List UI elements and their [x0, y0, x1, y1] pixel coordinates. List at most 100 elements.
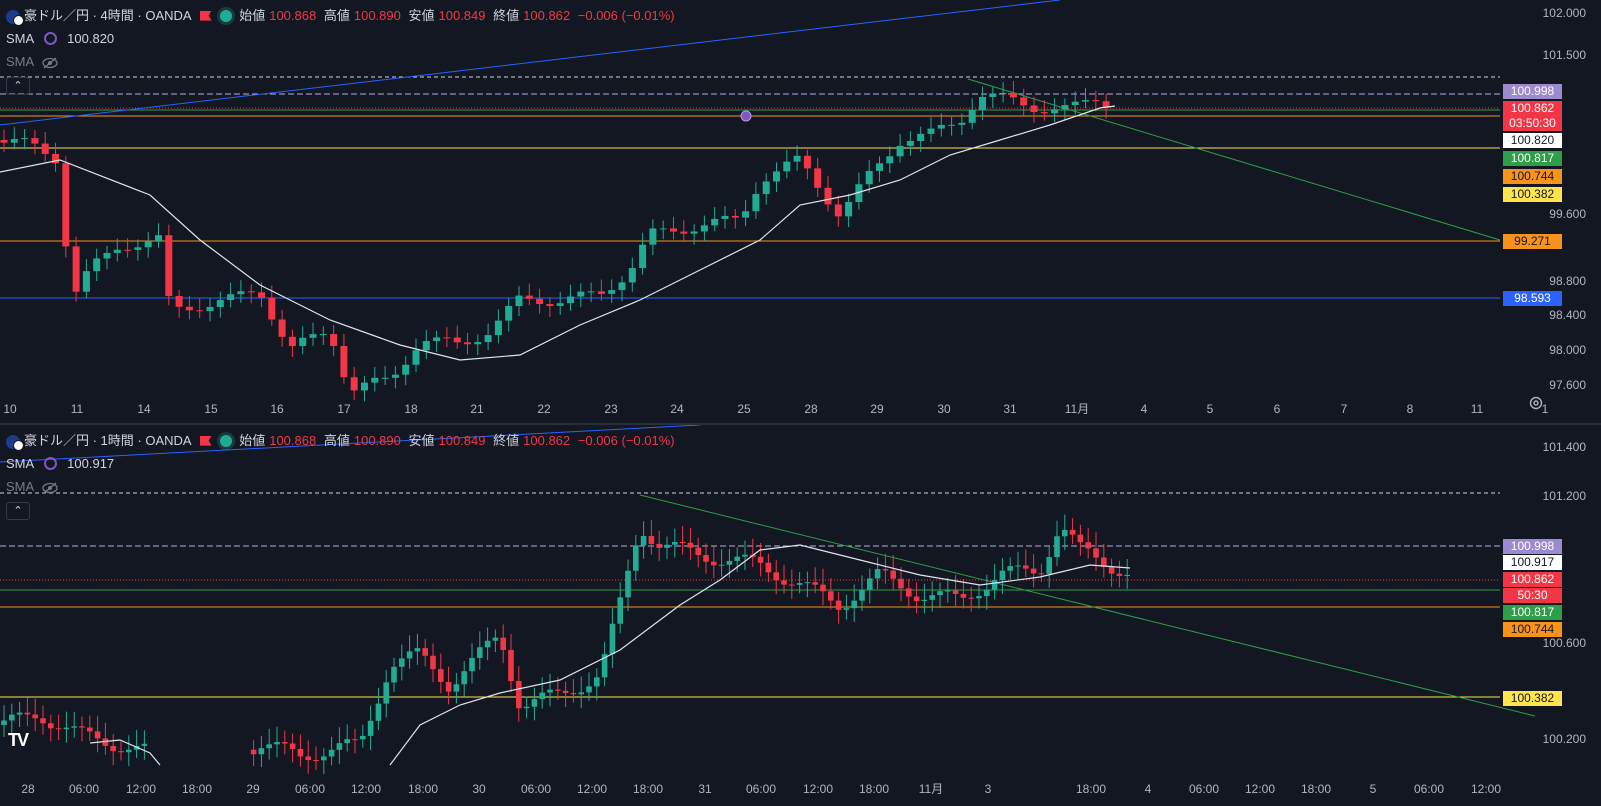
price-label: 100.998 — [1503, 84, 1562, 99]
x-axis-tick: 06:00 — [521, 782, 551, 796]
candle-body — [367, 720, 374, 736]
candle-body — [1093, 548, 1099, 558]
candle-body — [687, 542, 694, 548]
candle-body — [1061, 105, 1069, 110]
candle-body — [319, 334, 327, 336]
candle-body — [773, 572, 779, 581]
sma-value: 100.820 — [67, 31, 115, 46]
candle-body — [640, 536, 647, 546]
candle-body — [268, 297, 276, 320]
candle-body — [477, 647, 483, 658]
candle-body — [155, 235, 162, 242]
x-axis-tick: 16 — [270, 402, 284, 416]
candle-body — [313, 759, 319, 761]
x-axis-tick: 29 — [246, 782, 260, 796]
sma-indicator-2[interactable]: SMA — [6, 478, 679, 496]
candle-body — [1023, 565, 1029, 569]
chart-pane-1h[interactable]: 101.400 101.200 100.600 100.200 28 06:00 12:00… — [0, 425, 1601, 806]
y-axis-tick: 101.200 — [1543, 489, 1587, 503]
price-label: 98.593 — [1503, 291, 1562, 306]
candle-body — [890, 570, 896, 579]
candle-body — [820, 584, 826, 592]
candle-body — [113, 249, 121, 253]
candle-body — [258, 748, 265, 755]
candle-body — [175, 295, 183, 307]
candle-body — [1054, 536, 1060, 558]
candle-body — [1030, 105, 1038, 113]
candle-body — [586, 686, 592, 693]
x-axis-tick: 18:00 — [408, 782, 438, 796]
sma-circle-icon — [44, 32, 58, 46]
candle-body — [63, 727, 70, 730]
price-label: 100.744 — [1503, 169, 1562, 184]
candle-body — [578, 692, 584, 695]
symbol-title[interactable]: 豪ドル／円 · 4時間 · OANDA — [24, 8, 192, 23]
symbol-title[interactable]: 豪ドル／円 · 1時間 · OANDA — [24, 433, 192, 448]
chart-canvas-1h[interactable]: 101.400 101.200 100.600 100.200 28 06:00 12:00… — [0, 425, 1601, 806]
candle-body — [834, 204, 842, 217]
candle-body — [937, 124, 945, 129]
red-flag-icon[interactable] — [199, 10, 212, 21]
settings-gear-icon[interactable] — [1528, 395, 1544, 411]
eye-hidden-icon[interactable] — [42, 482, 58, 494]
candle-body — [102, 738, 109, 746]
candle-body — [803, 155, 811, 169]
candle-body — [16, 712, 23, 715]
candle-body — [21, 138, 29, 140]
candle-body — [1077, 534, 1084, 543]
candle-body — [845, 201, 853, 217]
collapse-legend-button[interactable]: ⌃ — [6, 77, 30, 95]
collapse-legend-button[interactable]: ⌃ — [6, 502, 30, 520]
candle-body — [391, 374, 399, 378]
candle-body — [266, 744, 272, 749]
x-axis-tick: 17 — [337, 402, 351, 416]
pane-divider[interactable] — [0, 423, 1601, 425]
sma-label: SMA — [6, 31, 35, 46]
tradingview-logo[interactable]: TV — [8, 730, 29, 750]
candle-body — [430, 655, 436, 670]
candle-body — [103, 252, 111, 259]
candle-body — [422, 648, 428, 656]
candle-body — [297, 748, 304, 757]
trendline-blue — [0, 0, 1061, 126]
x-axis-tick: 3 — [985, 782, 992, 796]
candle-body — [757, 556, 764, 563]
candle-body — [453, 684, 460, 692]
x-axis-tick: 06:00 — [69, 782, 99, 796]
x-axis-tick: 06:00 — [295, 782, 325, 796]
candle-body — [227, 294, 235, 301]
candle-body — [141, 743, 148, 746]
candle-body — [412, 350, 420, 365]
candle-body — [680, 231, 688, 234]
candle-body — [921, 599, 928, 602]
candle-body — [340, 345, 348, 378]
sma-indicator-2[interactable]: SMA — [6, 53, 679, 71]
sma-label: SMA — [6, 479, 35, 494]
candle-body — [383, 682, 389, 704]
candle-body — [835, 600, 842, 610]
candle-body — [1009, 92, 1017, 98]
sma-indicator-1[interactable]: SMA 100.820 — [6, 30, 679, 48]
candle-body — [1062, 529, 1068, 537]
x-axis-tick: 23 — [604, 402, 618, 416]
candle-body — [531, 699, 538, 707]
x-axis-tick: 06:00 — [746, 782, 776, 796]
candle-body — [648, 536, 655, 544]
candle-body — [876, 163, 883, 171]
sma-line — [389, 544, 1131, 766]
candle-body — [438, 669, 444, 682]
candle-body — [804, 582, 811, 584]
candle-body — [628, 268, 636, 283]
eye-hidden-icon[interactable] — [42, 57, 58, 69]
sma-indicator-1[interactable]: SMA 100.917 — [6, 455, 679, 473]
price-label: 99.271 — [1503, 234, 1562, 249]
candle-body — [1108, 566, 1115, 574]
x-axis-tick: 11月 — [919, 782, 943, 796]
aud-flag-icon — [6, 9, 24, 26]
chart-pane-4h[interactable]: 102.000 101.500 99.600 98.800 98.400 98.000 97… — [0, 0, 1601, 423]
candle-body — [865, 170, 873, 185]
chart-canvas-4h[interactable]: 102.000 101.500 99.600 98.800 98.400 98.000 97… — [0, 0, 1601, 423]
candle-body — [960, 593, 967, 598]
red-flag-icon[interactable] — [199, 435, 212, 446]
candle-body — [289, 743, 296, 749]
